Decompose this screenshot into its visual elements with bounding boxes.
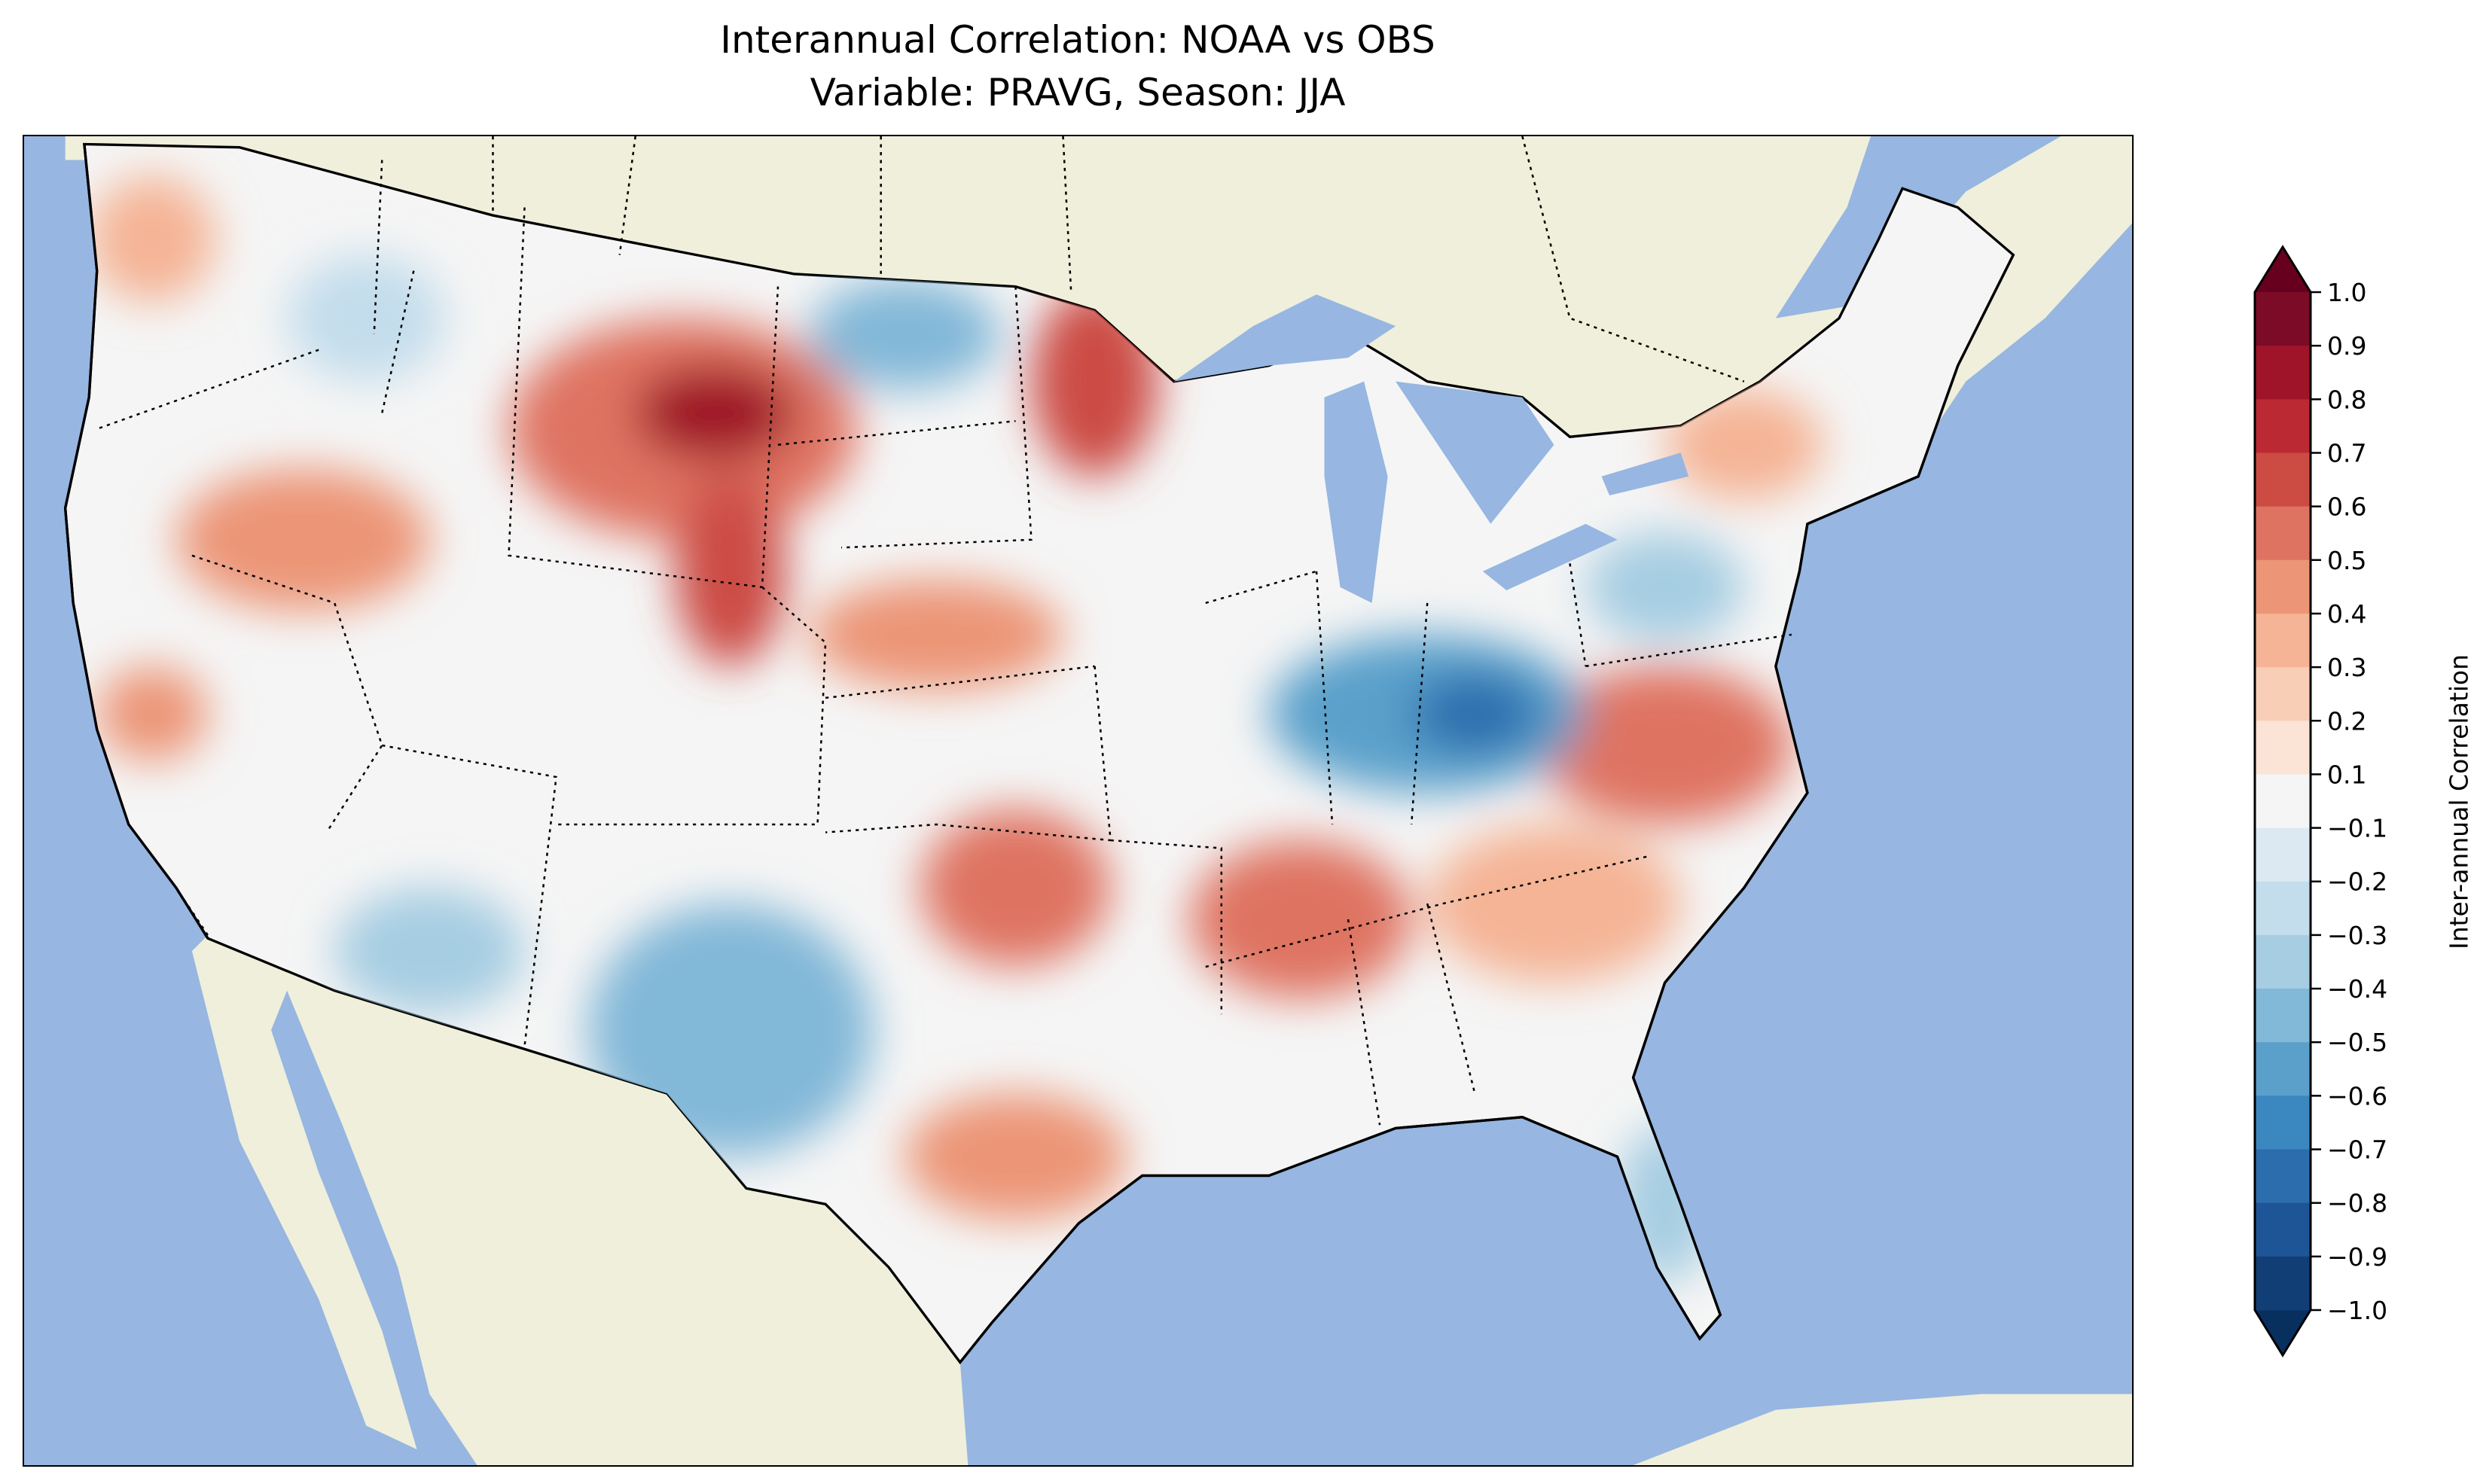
contour-positive-washington	[89, 175, 216, 303]
colorbar-tick-label: 0.6	[2327, 492, 2366, 522]
lake-michigan	[1324, 381, 1388, 603]
colorbar-band	[2255, 1202, 2311, 1257]
colorbar-tick-label: −0.5	[2327, 1028, 2387, 1057]
contour-positive-nevada	[175, 468, 430, 611]
contour-positive-carolinas	[1427, 824, 1681, 983]
colorbar-band	[2255, 1042, 2311, 1096]
contour-positive-arkansas	[1189, 840, 1412, 999]
colorbar-band	[2255, 1149, 2311, 1204]
colorbar-tick-label: 0.9	[2327, 331, 2366, 361]
colorbar-tick-label: −0.7	[2327, 1135, 2387, 1165]
colorbar-band	[2255, 399, 2311, 453]
colorbar-tick-label: 0.5	[2327, 546, 2366, 575]
land-mexico	[191, 935, 969, 1465]
colorbar-tick-label: 0.8	[2327, 385, 2366, 414]
contour-positive-kansas	[810, 579, 1063, 690]
map-panel	[23, 135, 2134, 1467]
contour-positive-california	[96, 666, 208, 761]
contour-positive-virginia	[1538, 666, 1792, 825]
colorbar-tick-label: 0.2	[2327, 706, 2366, 736]
lake-ontario	[1601, 453, 1689, 495]
great-lakes	[1173, 294, 1689, 603]
contour-negative-arizona	[334, 888, 525, 1015]
colorbar-band	[2255, 667, 2311, 721]
colorbar-tick-label: 1.0	[2327, 278, 2366, 307]
colorbar-band	[2255, 827, 2311, 882]
chart-title-line-1: Interannual Correlation: NOAA vs OBS	[720, 18, 1435, 62]
colorbar-tick-label: −0.9	[2327, 1242, 2387, 1272]
colorbar-tick-label: −0.1	[2327, 814, 2387, 843]
colorbar-extend-under	[2255, 1310, 2311, 1355]
colorbar-tick-label: 0.1	[2327, 760, 2366, 789]
colorbar-band	[2255, 721, 2311, 775]
map-svg	[24, 136, 2132, 1465]
conus-coastline	[63, 144, 2015, 1364]
colorbar-band	[2255, 1095, 2311, 1150]
correlation-field	[89, 175, 1823, 1284]
colorbar-tick-label: −0.3	[2327, 921, 2387, 950]
chart-title-line-2: Variable: PRAVG, Season: JJA	[810, 71, 1346, 114]
colorbar-band	[2255, 881, 2311, 936]
colorbar-tick-label: −0.6	[2327, 1081, 2387, 1111]
colorbar-extend-over	[2255, 247, 2311, 292]
contour-negative-pennsylvania	[1585, 532, 1744, 643]
state-borders	[96, 160, 1792, 1126]
colorbar-tick-label: −0.2	[2327, 867, 2387, 897]
colorbar-tick-label: −0.4	[2327, 974, 2387, 1004]
lake-erie	[1482, 523, 1618, 591]
contour-positive-oklahoma	[920, 809, 1111, 967]
land-cuba-edge	[1633, 1394, 2132, 1465]
colorbar-label: Inter-annual Correlation	[2444, 654, 2474, 950]
contour-negative-indiana-core	[1411, 674, 1539, 754]
colorbar-band	[2255, 506, 2311, 561]
lake-huron	[1396, 381, 1554, 524]
colorbar-band	[2255, 774, 2311, 829]
colorbar-tick-label: −1.0	[2327, 1296, 2387, 1325]
colorbar-svg: 1.0 0.9 0.8 0.7 0.6 0.5 0.4 0.3 0.2 0.1 −0.1 −0.2 −0…	[2253, 245, 2387, 1358]
colorbar-band	[2255, 346, 2311, 400]
colorbar-band	[2255, 453, 2311, 507]
land-canada	[65, 136, 2132, 477]
colorbar-tick-label: 0.3	[2327, 653, 2366, 682]
colorbar-band	[2255, 1256, 2311, 1311]
contour-positive-wyoming-core	[635, 365, 795, 461]
contour-positive-texas-coast	[904, 1093, 1127, 1220]
colorbar: 1.0 0.9 0.8 0.7 0.6 0.5 0.4 0.3 0.2 0.1 −0.1 −0.2 −0…	[2229, 226, 2474, 1378]
canada-borders	[492, 136, 1745, 382]
colorbar-band	[2255, 559, 2311, 614]
colorbar-tick-label: 0.7	[2327, 438, 2366, 468]
colorbar-band	[2255, 613, 2311, 668]
contour-negative-north-dakota	[810, 279, 1000, 390]
colorbar-tick-label: −0.8	[2327, 1189, 2387, 1218]
lake-superior	[1173, 294, 1396, 382]
colorbar-band	[2255, 292, 2311, 346]
colorbar-band	[2255, 989, 2311, 1043]
contour-positive-colorado	[675, 476, 786, 666]
colorbar-band	[2255, 934, 2311, 989]
contour-positive-ny	[1664, 389, 1823, 501]
contour-negative-idaho	[287, 254, 446, 382]
colorbar-tick-label: 0.4	[2327, 599, 2366, 629]
